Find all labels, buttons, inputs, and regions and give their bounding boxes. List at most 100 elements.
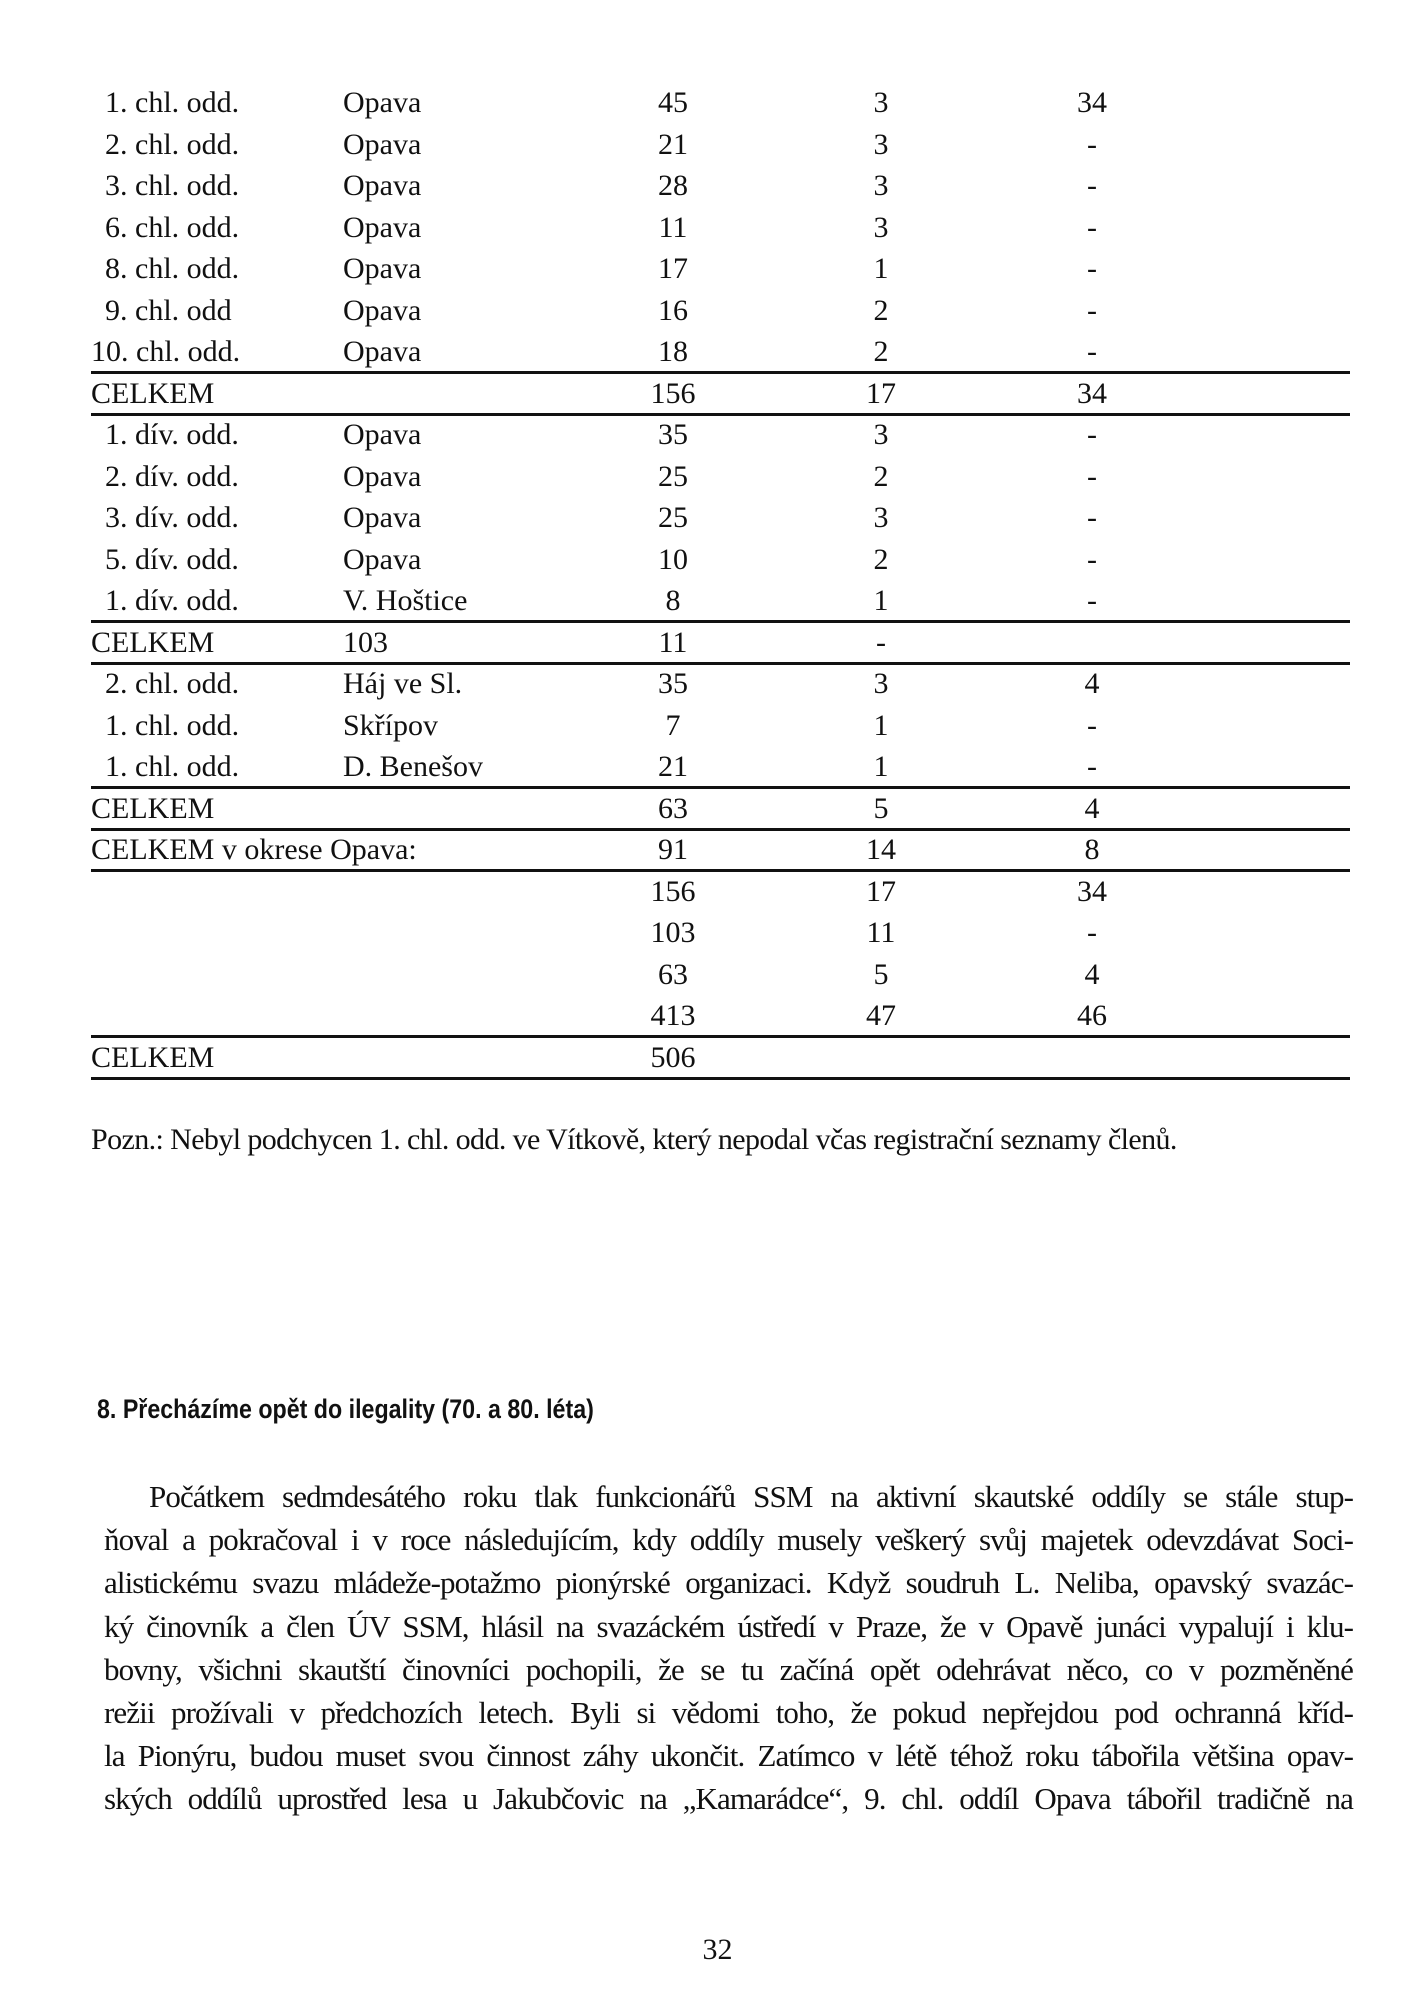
count-col-2: 3 [873,86,889,119]
count-col-3: - [1087,501,1097,534]
count-col-2: 2 [873,459,889,493]
location: Opava [343,335,422,368]
page-number: 32 [702,1933,733,1966]
count-col-2: 2 [873,542,889,576]
count-col-3: 34 [1077,874,1107,908]
count-col-1: 35 [658,418,688,451]
row-label: 1. dív. odd. [105,418,239,451]
paragraph-line: ký činovník a člen ÚV SSM, hlásil na sva… [104,1608,1354,1644]
table-rule [91,786,1350,789]
row-label: 2. dív. odd. [105,459,239,493]
count-col-1: 156 [650,376,696,410]
location: Skřípov [343,708,439,742]
row-label: 10. chl. odd. [91,335,241,368]
location: 103 [343,625,388,659]
count-col-3: - [1087,916,1097,949]
row-label: 6. chl. odd. [105,210,240,244]
location: Opava [343,418,422,451]
count-col-3: 46 [1077,999,1107,1032]
count-col-2: 14 [866,833,896,866]
count-col-3: - [1087,418,1097,451]
count-col-2: 3 [873,210,889,244]
count-col-1: 63 [658,957,688,991]
count-col-3: - [1087,127,1097,161]
count-col-1: 8 [665,584,681,617]
row-label: CELKEM [91,791,215,825]
count-col-2: 11 [866,916,896,949]
location: D. Benešov [343,750,483,783]
row-label: 3. dív. odd. [105,501,239,534]
row-label: 9. chl. odd [105,293,232,327]
paragraph-line: ňoval a pokračoval i v roce následujícím… [104,1522,1354,1558]
count-col-1: 18 [658,335,688,368]
row-label: 5. dív. odd. [105,542,239,576]
count-col-1: 506 [650,1040,696,1074]
paragraph-line: alistickému svazu mládeže-potažmo pionýr… [104,1565,1354,1601]
count-col-3: - [1087,542,1097,576]
count-col-3: - [1087,708,1097,742]
table-rule [91,620,1350,623]
count-col-3: - [1087,335,1097,368]
row-label: 1. chl. odd. [105,750,240,783]
table-rule [91,371,1350,374]
count-col-2: - [876,625,886,659]
count-col-1: 28 [658,169,688,202]
count-col-1: 21 [658,750,688,783]
row-label: CELKEM v okrese Opava: [91,833,417,866]
location: Opava [343,252,422,285]
count-col-2: 1 [873,584,889,617]
count-col-1: 17 [658,252,688,285]
count-col-3: 4 [1084,957,1100,991]
row-label: 2. chl. odd. [105,667,240,700]
count-col-1: 63 [658,791,688,825]
count-col-2: 47 [866,999,896,1032]
count-col-2: 1 [873,750,889,783]
table-rule [91,827,1350,831]
count-col-1: 16 [658,293,688,327]
row-label: CELKEM [91,376,215,410]
count-col-1: 45 [658,86,688,119]
table-rule [91,1076,1350,1080]
location: Opava [343,501,422,534]
count-col-2: 1 [873,708,889,742]
table-rule [91,869,1350,872]
count-col-3: - [1087,750,1097,783]
count-col-2: 17 [866,376,896,410]
row-label: 1. dív. odd. [105,584,239,617]
row-label: CELKEM [91,1040,215,1074]
body-paragraph: Počátkem sedmdesátého roku tlak funkcion… [104,1475,1354,1821]
count-col-2: 3 [873,667,889,700]
count-col-3: - [1087,459,1097,493]
count-col-2: 5 [873,957,889,991]
count-col-3: 8 [1084,833,1100,866]
count-col-1: 25 [658,501,688,534]
count-col-2: 1 [873,252,889,285]
count-col-2: 3 [873,169,889,202]
location: Opava [343,169,422,202]
count-col-3: 4 [1084,791,1100,825]
row-label: 1. chl. odd. [105,86,240,119]
count-col-1: 103 [650,916,696,949]
count-col-3: - [1087,293,1097,327]
table-rule [91,412,1350,416]
location: Opava [343,210,422,244]
count-col-3: 4 [1084,667,1100,700]
row-label: 1. chl. odd. [105,708,240,742]
count-col-2: 5 [873,791,889,825]
count-col-3: - [1087,252,1097,285]
count-col-2: 2 [873,293,889,327]
paragraph-line: la Pionýru, budou muset svou činnost záh… [104,1738,1354,1774]
count-col-1: 11 [658,625,688,659]
paragraph-line: režii prožívali v předchozích letech. By… [104,1694,1354,1730]
count-col-1: 156 [650,874,696,908]
count-col-1: 413 [650,999,696,1032]
count-col-1: 21 [658,127,688,161]
count-col-1: 7 [665,708,681,742]
count-col-3: - [1087,169,1097,202]
row-label: 3. chl. odd. [105,169,240,202]
paragraph-line: Počátkem sedmdesátého roku tlak funkcion… [149,1479,1354,1514]
count-col-3: 34 [1077,376,1107,410]
section-heading: 8. Přecházíme opět do ilegality (70. a 8… [97,1394,594,1424]
paragraph-line: bovny, všichni skautští činovníci pochop… [104,1651,1354,1687]
count-col-2: 17 [866,874,896,908]
